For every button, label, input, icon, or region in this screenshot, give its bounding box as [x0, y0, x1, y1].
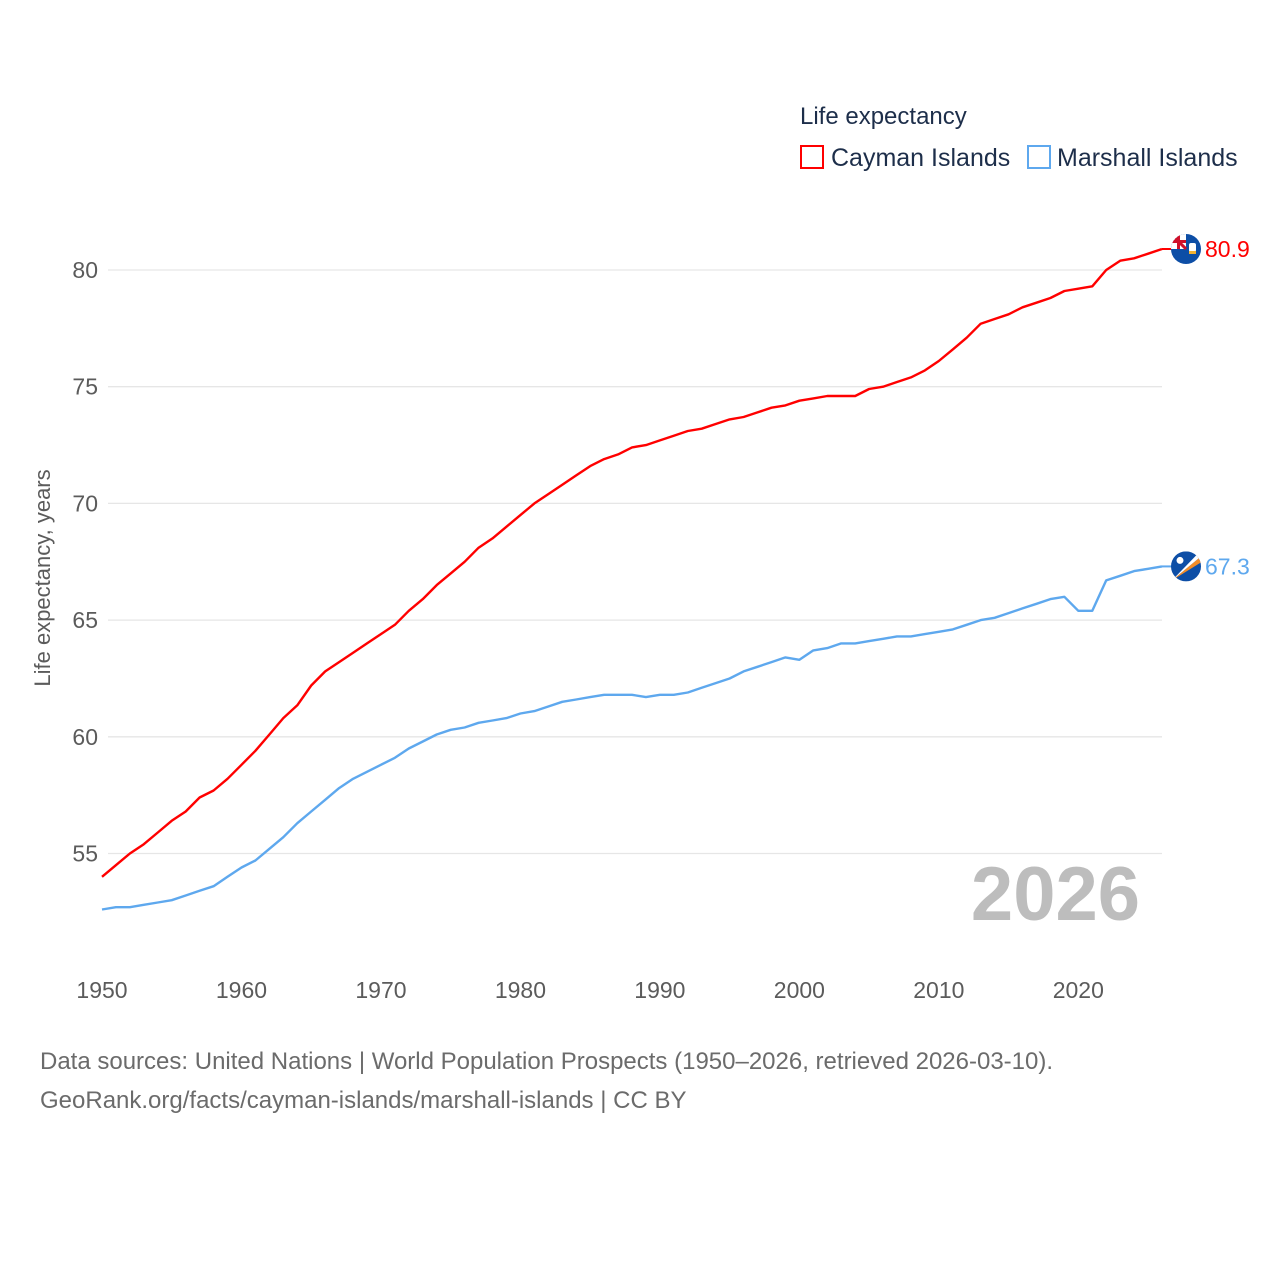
year-watermark: 2026 [971, 852, 1140, 937]
series-marshall-islands: 67.3 [101, 551, 1250, 911]
footer-attribution[interactable]: GeoRank.org/facts/cayman-islands/marshal… [40, 1087, 686, 1114]
legend-title: Life expectancy [800, 103, 967, 130]
cayman-islands-flag-icon [1171, 233, 1201, 264]
x-axis-ticks: 1950 1960 1970 1980 1990 2000 2010 2020 [76, 977, 1103, 1003]
x-tick-label: 2000 [774, 977, 825, 1003]
series-line-cayman-islands [101, 247, 1163, 878]
y-axis-ticks: 55 60 65 70 75 80 [72, 257, 98, 867]
series-line-marshall-islands [101, 565, 1163, 911]
x-tick-label: 1960 [216, 977, 267, 1003]
y-tick-label: 55 [72, 841, 98, 867]
legend-label-cayman-islands: Cayman Islands [831, 144, 1010, 172]
legend-label-marshall-islands: Marshall Islands [1057, 144, 1238, 172]
legend-item-marshall-islands[interactable]: Marshall Islands [1027, 144, 1238, 172]
legend: Life expectancy Cayman Islands Marshall … [800, 103, 1238, 172]
grid-lines [108, 269, 1162, 855]
x-tick-label: 1970 [355, 977, 406, 1003]
legend-swatch-cayman-islands [800, 145, 824, 169]
x-tick-label: 2020 [1053, 977, 1104, 1003]
end-value-label-marshall-islands: 67.3 [1205, 553, 1250, 579]
footer-sources: Data sources: United Nations | World Pop… [40, 1048, 1053, 1075]
y-tick-label: 65 [72, 607, 98, 633]
marshall-islands-flag-icon [1171, 551, 1201, 582]
x-tick-label: 2010 [913, 977, 964, 1003]
series-cayman-islands: 80.9 [101, 233, 1250, 878]
legend-swatch-marshall-islands [1027, 145, 1051, 169]
y-tick-label: 80 [72, 257, 98, 283]
y-tick-label: 70 [72, 490, 98, 516]
series-lines: 80.9 67.3 [101, 233, 1250, 911]
end-value-label-cayman-islands: 80.9 [1205, 236, 1250, 262]
x-tick-label: 1990 [634, 977, 685, 1003]
legend-item-cayman-islands[interactable]: Cayman Islands [800, 144, 1010, 172]
x-tick-label: 1950 [76, 977, 127, 1003]
y-tick-label: 60 [72, 724, 98, 750]
y-axis-label: Life expectancy, years [30, 469, 55, 686]
x-tick-label: 1980 [495, 977, 546, 1003]
y-tick-label: 75 [72, 374, 98, 400]
